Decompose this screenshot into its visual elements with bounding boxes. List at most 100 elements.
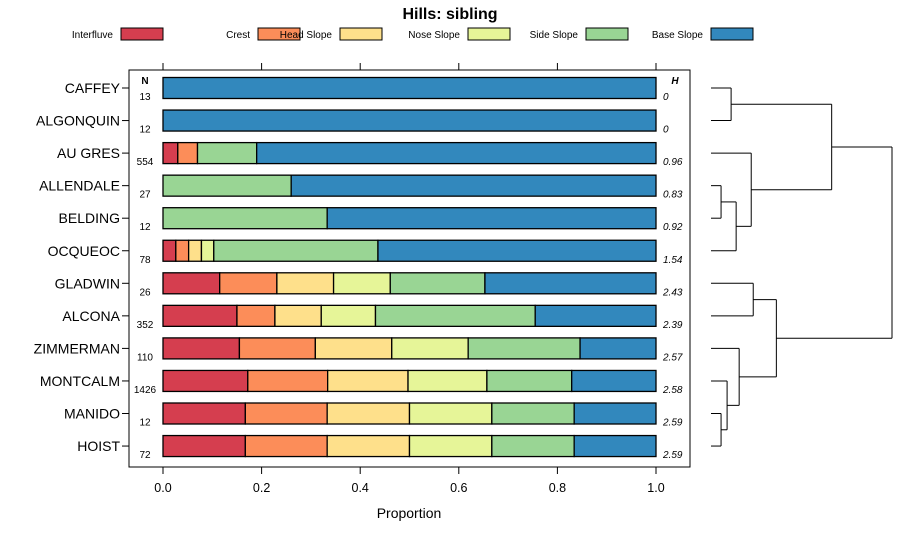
bar-segment-interfluve xyxy=(162,402,246,425)
bar-row-montcalm: MONTCALM 1426 2.58 xyxy=(40,369,683,396)
bar-row-algonquin: ALGONQUIN 12 0 xyxy=(36,109,669,136)
bar-segment-interfluve xyxy=(162,434,246,458)
bar-segment-interfluve xyxy=(162,304,238,328)
bar-rows: CAFFEY 13 0 ALGONQUIN 12 0 AU GRES 554 0.96 ALLEN… xyxy=(34,76,683,461)
h-value: 2.59 xyxy=(662,418,683,429)
bar-row-ocqueoc: OCQUEOC 78 1.54 xyxy=(48,239,683,266)
h-value: 0.96 xyxy=(663,157,683,168)
bar-segment-head-slope xyxy=(326,402,411,425)
bar-segment-base-slope xyxy=(534,304,657,328)
legend-label-interfluve: Interfluve xyxy=(72,30,114,41)
bar-segment-head-slope xyxy=(276,272,335,295)
bar-segment-base-slope xyxy=(573,402,657,425)
legend: Interfluve Crest Head Slope Nose Slope Side … xyxy=(72,27,754,41)
h-value: 2.39 xyxy=(662,320,683,331)
row-label: ALGONQUIN xyxy=(36,113,120,129)
row-label: HOIST xyxy=(77,438,120,454)
bar-segment-crest xyxy=(247,369,329,393)
x-tick-label: 0.2 xyxy=(253,481,270,495)
bar-segment-side-slope xyxy=(162,174,292,197)
bar-row-hoist: HOIST 72 2.59 xyxy=(77,434,683,461)
bar-row-alcona: ALCONA 352 2.39 xyxy=(62,304,683,331)
row-label: CAFFEY xyxy=(65,80,121,96)
n-value: 13 xyxy=(139,92,151,103)
bar-segment-crest xyxy=(238,337,316,360)
bar-segment-base-slope xyxy=(290,174,657,197)
bar-row-au-gres: AU GRES 554 0.96 xyxy=(57,141,683,168)
h-value: 1.54 xyxy=(663,255,683,266)
bar-row-caffey: CAFFEY 13 0 xyxy=(65,76,669,103)
bar-segment-nose-slope xyxy=(391,337,469,360)
bar-segment-crest xyxy=(175,239,190,262)
bar-segment-crest xyxy=(177,141,199,165)
bar-segment-side-slope xyxy=(491,434,575,458)
n-value: 12 xyxy=(139,418,151,429)
bar-segment-interfluve xyxy=(162,369,249,393)
n-value: 78 xyxy=(139,255,151,266)
bar-segment-base-slope xyxy=(377,239,657,262)
bar-segment-base-slope xyxy=(256,141,657,165)
bar-row-gladwin: GLADWIN 26 2.43 xyxy=(55,272,683,298)
row-label: MONTCALM xyxy=(40,373,120,389)
n-value: 554 xyxy=(137,157,154,168)
bar-segment-side-slope xyxy=(213,239,379,262)
bar-segment-interfluve xyxy=(162,272,221,295)
bar-segment-base-slope xyxy=(326,207,657,230)
legend-swatch-base-slope xyxy=(710,27,754,41)
bar-row-zimmerman: ZIMMERMAN 110 2.57 xyxy=(34,337,683,363)
row-label: OCQUEOC xyxy=(48,243,120,259)
bar-segment-side-slope xyxy=(467,337,581,360)
bar-segment-interfluve xyxy=(162,239,177,262)
h-value: 0 xyxy=(663,92,669,103)
bar-row-manido: MANIDO 12 2.59 xyxy=(64,402,683,429)
dendrogram xyxy=(711,87,893,447)
bar-segment-interfluve xyxy=(162,337,241,360)
plot-frame xyxy=(128,69,691,468)
bar-segment-side-slope xyxy=(486,369,573,393)
legend-label-nose-slope: Nose Slope xyxy=(408,30,460,41)
bar-segment-side-slope xyxy=(374,304,536,328)
bar-segment-head-slope xyxy=(314,337,393,360)
row-label: AU GRES xyxy=(57,145,120,161)
row-label: ALCONA xyxy=(62,308,120,324)
legend-swatch-crest xyxy=(257,27,301,41)
n-value: 27 xyxy=(139,190,151,201)
legend-label-crest: Crest xyxy=(226,30,250,41)
legend-label-head-slope: Head Slope xyxy=(280,30,333,41)
bar-segment-head-slope xyxy=(326,434,411,458)
bar-segment-base-slope xyxy=(573,434,657,458)
bar-segment-crest xyxy=(219,272,278,295)
n-value: 12 xyxy=(139,125,151,136)
x-axis-label: Proportion xyxy=(377,505,442,521)
n-value: 352 xyxy=(137,320,154,331)
bar-segment-base-slope xyxy=(571,369,657,393)
h-value: 2.43 xyxy=(662,287,683,298)
legend-swatch-nose-slope xyxy=(467,27,511,41)
row-label: ZIMMERMAN xyxy=(34,340,120,356)
n-value: 12 xyxy=(139,222,151,233)
bar-segment-crest xyxy=(244,402,328,425)
h-value: 2.59 xyxy=(662,450,683,461)
legend-swatch-head-slope xyxy=(339,27,383,41)
bar-row-belding: BELDING 12 0.92 xyxy=(59,207,683,233)
legend-swatch-side-slope xyxy=(585,27,629,41)
bar-segment-nose-slope xyxy=(332,272,391,295)
bar-row-allendale: ALLENDALE 27 0.83 xyxy=(39,174,683,201)
row-label: ALLENDALE xyxy=(39,178,120,194)
n-value: 1426 xyxy=(134,385,157,396)
x-axis: 0.0 0.2 0.4 0.6 0.8 1.0 xyxy=(154,467,665,495)
n-value: 110 xyxy=(137,352,153,363)
bar-segment-crest xyxy=(236,304,276,328)
bar-segment-side-slope xyxy=(162,207,328,230)
bar-segment-nose-slope xyxy=(200,239,215,262)
bar-segment-base-slope xyxy=(579,337,657,360)
bar-segment-nose-slope xyxy=(408,402,493,425)
bar-segment-nose-slope xyxy=(407,369,488,393)
n-column-header: N xyxy=(141,76,148,87)
x-tick-label: 0.0 xyxy=(154,481,171,495)
bar-segment-nose-slope xyxy=(320,304,377,328)
bar-segment-base-slope xyxy=(484,272,657,295)
row-label: MANIDO xyxy=(64,406,120,422)
legend-label-base-slope: Base Slope xyxy=(652,30,704,41)
